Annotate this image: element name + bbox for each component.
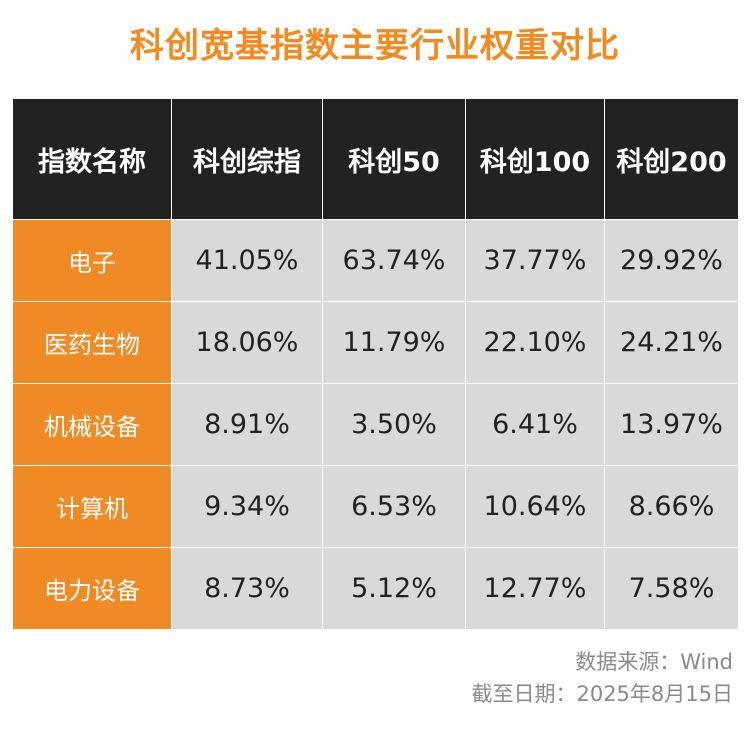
table-cell: 8.66%	[604, 465, 739, 548]
table-cell: 6.53%	[322, 465, 466, 548]
table-cell: 5.12%	[322, 547, 466, 630]
table-cell: 8.73%	[171, 547, 323, 630]
table-row: 医药生物 18.06% 11.79% 22.10% 24.21%	[12, 301, 739, 384]
table-cell: 3.50%	[322, 383, 466, 466]
row-label: 医药生物	[12, 301, 172, 384]
header-kechuang-composite: 科创综指	[171, 98, 323, 220]
table-row: 计算机 9.34% 6.53% 10.64% 8.66%	[12, 465, 739, 548]
table-cell: 7.58%	[604, 547, 739, 630]
table-cell: 9.34%	[171, 465, 323, 548]
header-index-name: 指数名称	[12, 98, 172, 220]
table-cell: 29.92%	[604, 219, 739, 302]
table-cell: 8.91%	[171, 383, 323, 466]
table-cell: 12.77%	[465, 547, 605, 630]
table-cell: 11.79%	[322, 301, 466, 384]
table-cell: 18.06%	[171, 301, 323, 384]
table-cell: 24.21%	[604, 301, 739, 384]
row-label: 电力设备	[12, 547, 172, 630]
page-title: 科创宽基指数主要行业权重对比	[130, 26, 620, 66]
table-row: 电子 41.05% 63.74% 37.77% 29.92%	[12, 219, 739, 302]
as-of-date-note: 截至日期：2025年8月15日	[471, 682, 733, 706]
header-kechuang-200: 科创200	[604, 98, 739, 220]
table-cell: 13.97%	[604, 383, 739, 466]
row-label: 计算机	[12, 465, 172, 548]
table-cell: 22.10%	[465, 301, 605, 384]
row-label: 电子	[12, 219, 172, 302]
table-row: 电力设备 8.73% 5.12% 12.77% 7.58%	[12, 547, 739, 630]
table-cell: 6.41%	[465, 383, 605, 466]
header-kechuang-100: 科创100	[465, 98, 605, 220]
header-kechuang-50: 科创50	[322, 98, 466, 220]
data-source-note: 数据来源：Wind	[575, 650, 733, 674]
row-label: 机械设备	[12, 383, 172, 466]
industry-weight-table: 指数名称 科创综指 科创50 科创100 科创200 电子 41.05% 63.…	[12, 98, 739, 630]
table-header-row: 指数名称 科创综指 科创50 科创100 科创200	[12, 98, 739, 220]
table-cell: 37.77%	[465, 219, 605, 302]
table-cell: 63.74%	[322, 219, 466, 302]
table-cell: 10.64%	[465, 465, 605, 548]
table-row: 机械设备 8.91% 3.50% 6.41% 13.97%	[12, 383, 739, 466]
table-cell: 41.05%	[171, 219, 323, 302]
